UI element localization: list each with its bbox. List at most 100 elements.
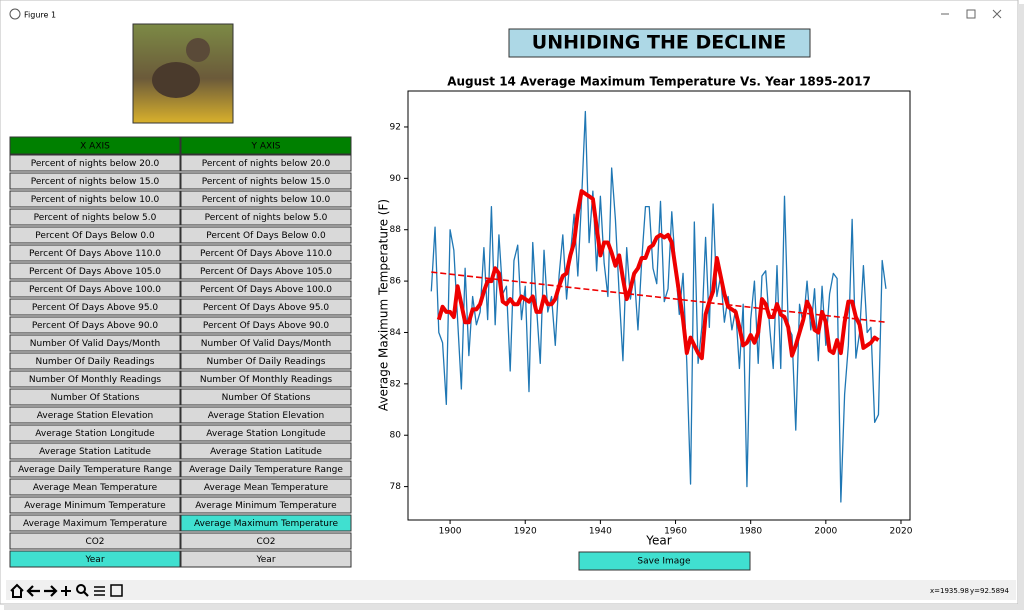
axis-button[interactable]: Number Of Daily Readings	[9, 352, 181, 370]
axis-button-label[interactable]: Number Of Stations	[51, 393, 140, 403]
axis-button-box[interactable]	[9, 154, 181, 172]
axis-button-box[interactable]	[9, 388, 181, 406]
axis-button-label[interactable]: Percent Of Days Above 110.0	[200, 249, 332, 259]
axis-button-box[interactable]	[9, 496, 181, 514]
axis-button[interactable]: Average Maximum Temperature	[180, 514, 352, 532]
axis-button-label[interactable]: Percent Of Days Above 105.0	[29, 267, 161, 277]
axis-button[interactable]: Number Of Valid Days/Month	[180, 334, 352, 352]
axis-button-box[interactable]	[9, 370, 181, 388]
axis-button-label[interactable]: Percent of nights below 5.0	[205, 213, 328, 223]
axis-button[interactable]: Average Station Longitude	[9, 424, 181, 442]
axis-button-box[interactable]	[9, 208, 181, 226]
axis-button[interactable]: Average Daily Temperature Range	[180, 460, 352, 478]
axis-button-label[interactable]: Percent of nights below 5.0	[34, 213, 157, 223]
axis-button[interactable]: Percent Of Days Above 95.0	[180, 298, 352, 316]
axis-button-label[interactable]: Average Mean Temperature	[33, 483, 158, 493]
axis-button-label[interactable]: Number Of Valid Days/Month	[30, 339, 160, 349]
axis-button-box[interactable]	[9, 478, 181, 496]
axis-button-box[interactable]	[9, 280, 181, 298]
axis-button-box[interactable]	[180, 406, 352, 424]
axis-button-label[interactable]: Average Maximum Temperature	[23, 519, 167, 529]
axis-button-box[interactable]	[180, 442, 352, 460]
axis-button-label[interactable]: Average Mean Temperature	[204, 483, 329, 493]
axis-button[interactable]: Average Station Longitude	[180, 424, 352, 442]
axis-button-box[interactable]	[180, 532, 352, 550]
axis-button-label[interactable]: Average Station Longitude	[206, 429, 326, 439]
save-button-box[interactable]	[578, 551, 751, 571]
axis-button[interactable]: Percent Of Days Below 0.0	[9, 226, 181, 244]
axis-button[interactable]: Percent Of Days Above 105.0	[9, 262, 181, 280]
axis-button[interactable]: Average Minimum Temperature	[9, 496, 181, 514]
axis-button-label[interactable]: Average Station Longitude	[35, 429, 155, 439]
axis-button-label[interactable]: Average Daily Temperature Range	[189, 465, 343, 475]
axis-button[interactable]: Number Of Daily Readings	[180, 352, 352, 370]
axis-button-label[interactable]: Number Of Monthly Readings	[200, 375, 333, 385]
axis-button-box[interactable]	[9, 442, 181, 460]
pan-icon[interactable]	[61, 586, 71, 596]
axis-button-box[interactable]	[180, 226, 352, 244]
axis-button-label[interactable]: Average Station Latitude	[39, 447, 151, 457]
axis-button-label[interactable]: Number Of Valid Days/Month	[201, 339, 331, 349]
axis-button[interactable]: Average Mean Temperature	[180, 478, 352, 496]
axis-button-box[interactable]	[180, 496, 352, 514]
axis-button-box[interactable]	[180, 334, 352, 352]
axis-button-box[interactable]	[9, 334, 181, 352]
axis-button-box[interactable]	[9, 532, 181, 550]
axis-button-box[interactable]	[180, 352, 352, 370]
axis-button-box[interactable]	[180, 388, 352, 406]
axis-button[interactable]: Percent of nights below 15.0	[180, 172, 352, 190]
axis-button[interactable]: Average Mean Temperature	[9, 478, 181, 496]
axis-button-box[interactable]	[9, 352, 181, 370]
axis-button-box[interactable]	[180, 154, 352, 172]
axis-button[interactable]: Percent Of Days Above 95.0	[9, 298, 181, 316]
axis-button[interactable]: Number Of Stations	[180, 388, 352, 406]
axis-button[interactable]: Average Station Latitude	[9, 442, 181, 460]
axis-button-box[interactable]	[180, 172, 352, 190]
axis-button-label[interactable]: Percent Of Days Above 110.0	[29, 249, 161, 259]
axis-button-label[interactable]: Percent Of Days Above 100.0	[200, 285, 332, 295]
axis-button-box[interactable]	[9, 190, 181, 208]
axis-button[interactable]: Percent Of Days Above 100.0	[9, 280, 181, 298]
axis-button[interactable]: Average Station Elevation	[9, 406, 181, 424]
axis-button[interactable]: Year	[9, 550, 181, 568]
axis-button[interactable]: Percent Of Days Above 110.0	[9, 244, 181, 262]
axis-button-label[interactable]: Number Of Monthly Readings	[29, 375, 162, 385]
axis-button-box[interactable]	[9, 460, 181, 478]
back-icon[interactable]	[26, 585, 40, 597]
axis-button[interactable]: Percent Of Days Above 90.0	[180, 316, 352, 334]
axis-button[interactable]: Percent Of Days Above 100.0	[180, 280, 352, 298]
axis-button-label[interactable]: Percent Of Days Above 100.0	[29, 285, 161, 295]
axis-button[interactable]: Percent of nights below 5.0	[9, 208, 181, 226]
axis-button-label[interactable]: Percent Of Days Below 0.0	[35, 231, 155, 241]
axis-button-label[interactable]: Percent Of Days Above 90.0	[32, 321, 159, 331]
home-icon[interactable]	[10, 583, 24, 598]
axis-button-label[interactable]: Year	[84, 555, 104, 565]
axis-button-box[interactable]	[9, 514, 181, 532]
close[interactable]	[992, 9, 1002, 19]
configure-icon[interactable]	[94, 586, 105, 596]
axis-button-label[interactable]: Percent of nights below 15.0	[31, 177, 160, 187]
zoom-icon[interactable]	[76, 584, 86, 594]
axis-button-label[interactable]: Average Minimum Temperature	[24, 501, 166, 511]
axis-button-label[interactable]: Number Of Daily Readings	[36, 357, 155, 367]
axis-button-box[interactable]	[9, 226, 181, 244]
axis-button[interactable]: Percent of nights below 15.0	[9, 172, 181, 190]
axis-button-box[interactable]	[180, 244, 352, 262]
zoom-icon-handle[interactable]	[83, 591, 89, 597]
axis-button[interactable]: Average Daily Temperature Range	[9, 460, 181, 478]
axis-button-box[interactable]	[180, 514, 352, 532]
axis-button-box[interactable]	[180, 208, 352, 226]
axis-button-box[interactable]	[180, 190, 352, 208]
axis-button-label[interactable]: Number Of Stations	[222, 393, 311, 403]
axis-button[interactable]: Number Of Monthly Readings	[9, 370, 181, 388]
save-icon[interactable]	[110, 584, 123, 597]
axis-button[interactable]: Number Of Monthly Readings	[180, 370, 352, 388]
axis-button[interactable]: Percent Of Days Below 0.0	[180, 226, 352, 244]
axis-button-box[interactable]	[180, 550, 352, 568]
axis-button-box[interactable]	[180, 460, 352, 478]
axis-button[interactable]: Average Minimum Temperature	[180, 496, 352, 514]
axis-button-box[interactable]	[9, 298, 181, 316]
axis-button[interactable]: Number Of Valid Days/Month	[9, 334, 181, 352]
axis-button-label[interactable]: Percent Of Days Above 105.0	[200, 267, 332, 277]
axis-button[interactable]: CO2	[9, 532, 181, 550]
